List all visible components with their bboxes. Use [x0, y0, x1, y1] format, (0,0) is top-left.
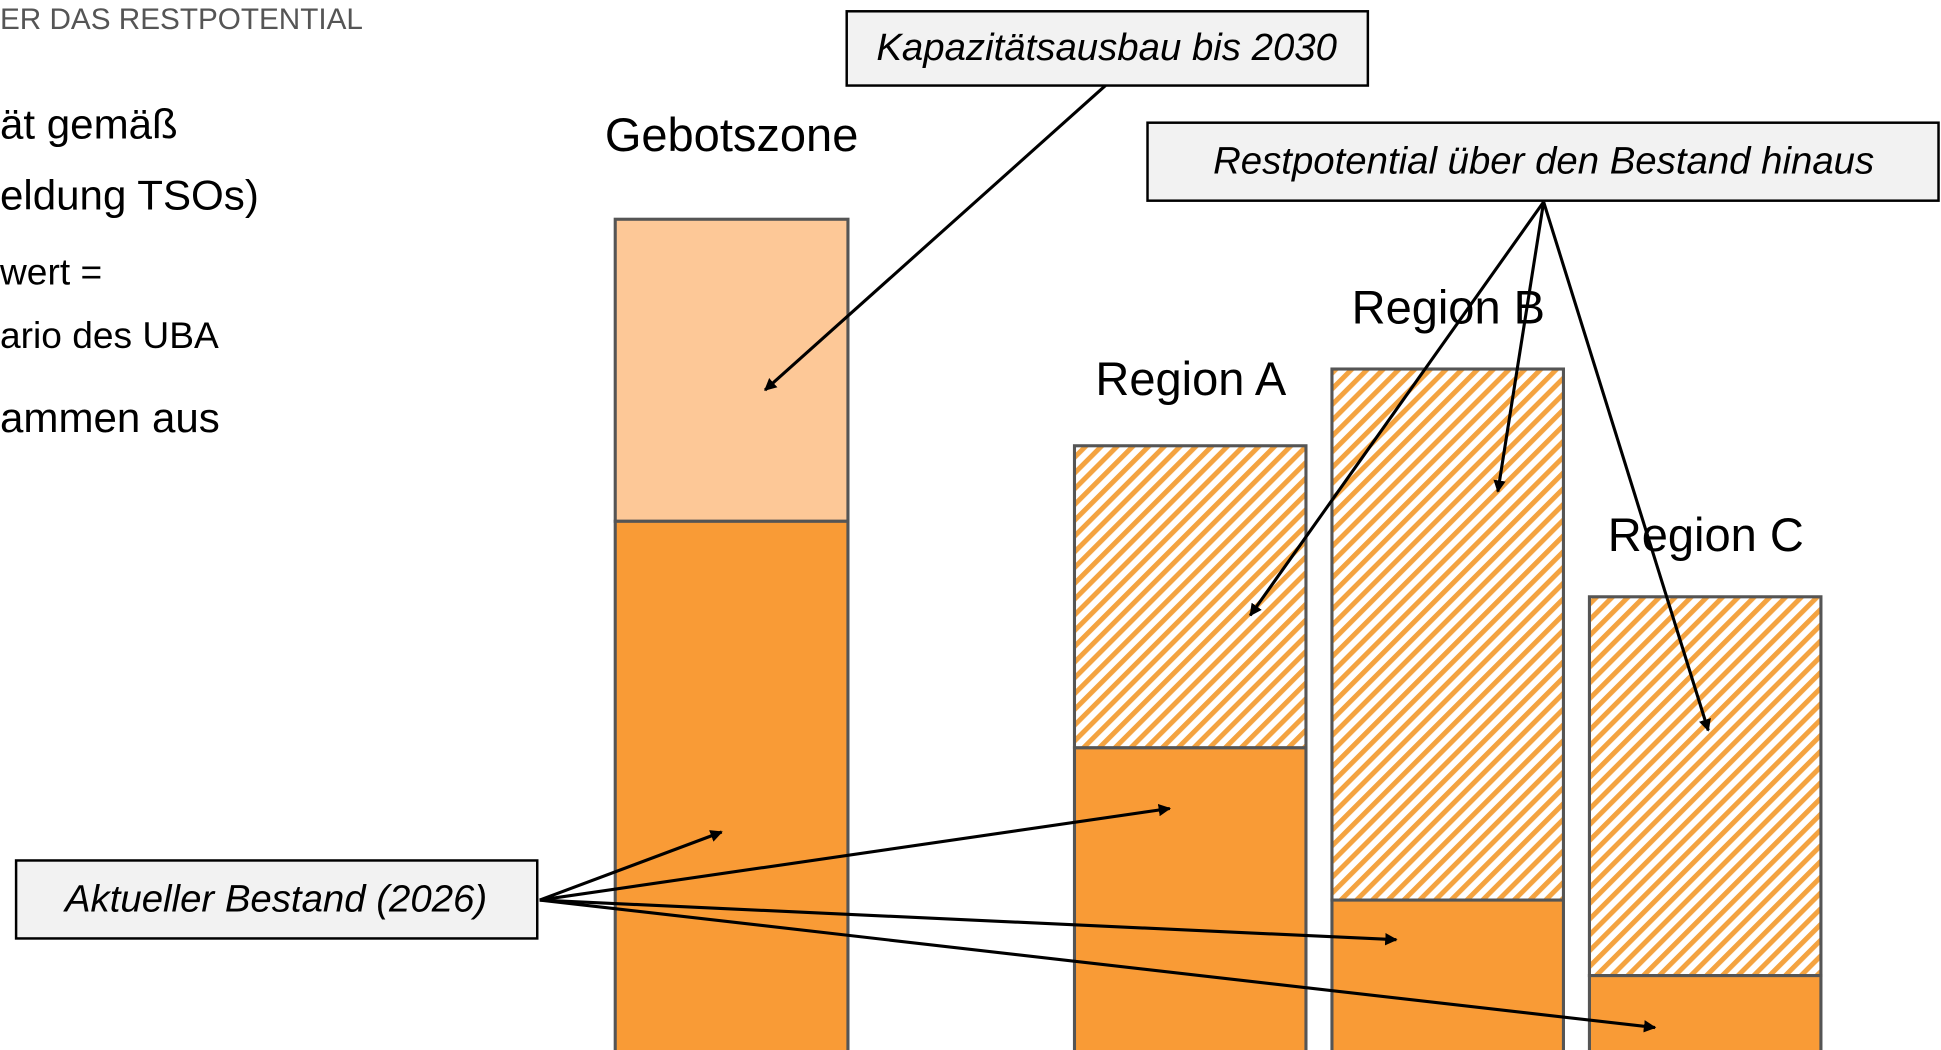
- left-text: ät gemäß: [0, 101, 178, 148]
- bar-potential: [1587, 595, 1823, 978]
- callout-box: [14, 859, 539, 940]
- arrow: [539, 898, 1398, 946]
- arrow: [539, 803, 1172, 902]
- arrow: [763, 84, 1107, 392]
- callout-box: [845, 10, 1370, 87]
- left-text: wert =: [0, 251, 102, 293]
- arrow: [1542, 201, 1711, 732]
- bar-current: [1072, 746, 1308, 1050]
- bar-label: Region C: [1608, 508, 1804, 561]
- left-text: eldung TSOs): [0, 171, 259, 218]
- bar-current: [613, 519, 850, 1050]
- bar-potential: [1072, 444, 1308, 750]
- bar-current: [1587, 974, 1823, 1050]
- callout-text: Kapazitätsausbau bis 2030: [876, 26, 1337, 69]
- bar-label: Region A: [1095, 352, 1286, 405]
- bar-label: Gebotszone: [605, 108, 859, 161]
- callout-text: Aktueller Bestand (2026): [63, 877, 487, 920]
- left-text: ammen aus: [0, 394, 220, 441]
- left-text: ario des UBA: [0, 314, 219, 356]
- bar-potential: [1330, 367, 1565, 902]
- callout-text: Restpotential über den Bestand hinaus: [1213, 140, 1874, 183]
- arrow: [539, 830, 723, 902]
- header-title: ER DAS RESTPOTENTIAL: [0, 3, 363, 36]
- bar-label: Region B: [1352, 280, 1545, 333]
- arrow: [1493, 201, 1546, 493]
- bar-expansion: [613, 217, 850, 523]
- arrow: [539, 898, 1657, 1033]
- bar-current: [1330, 898, 1565, 1050]
- callout-box: [1146, 121, 1940, 202]
- arrow: [1248, 201, 1545, 617]
